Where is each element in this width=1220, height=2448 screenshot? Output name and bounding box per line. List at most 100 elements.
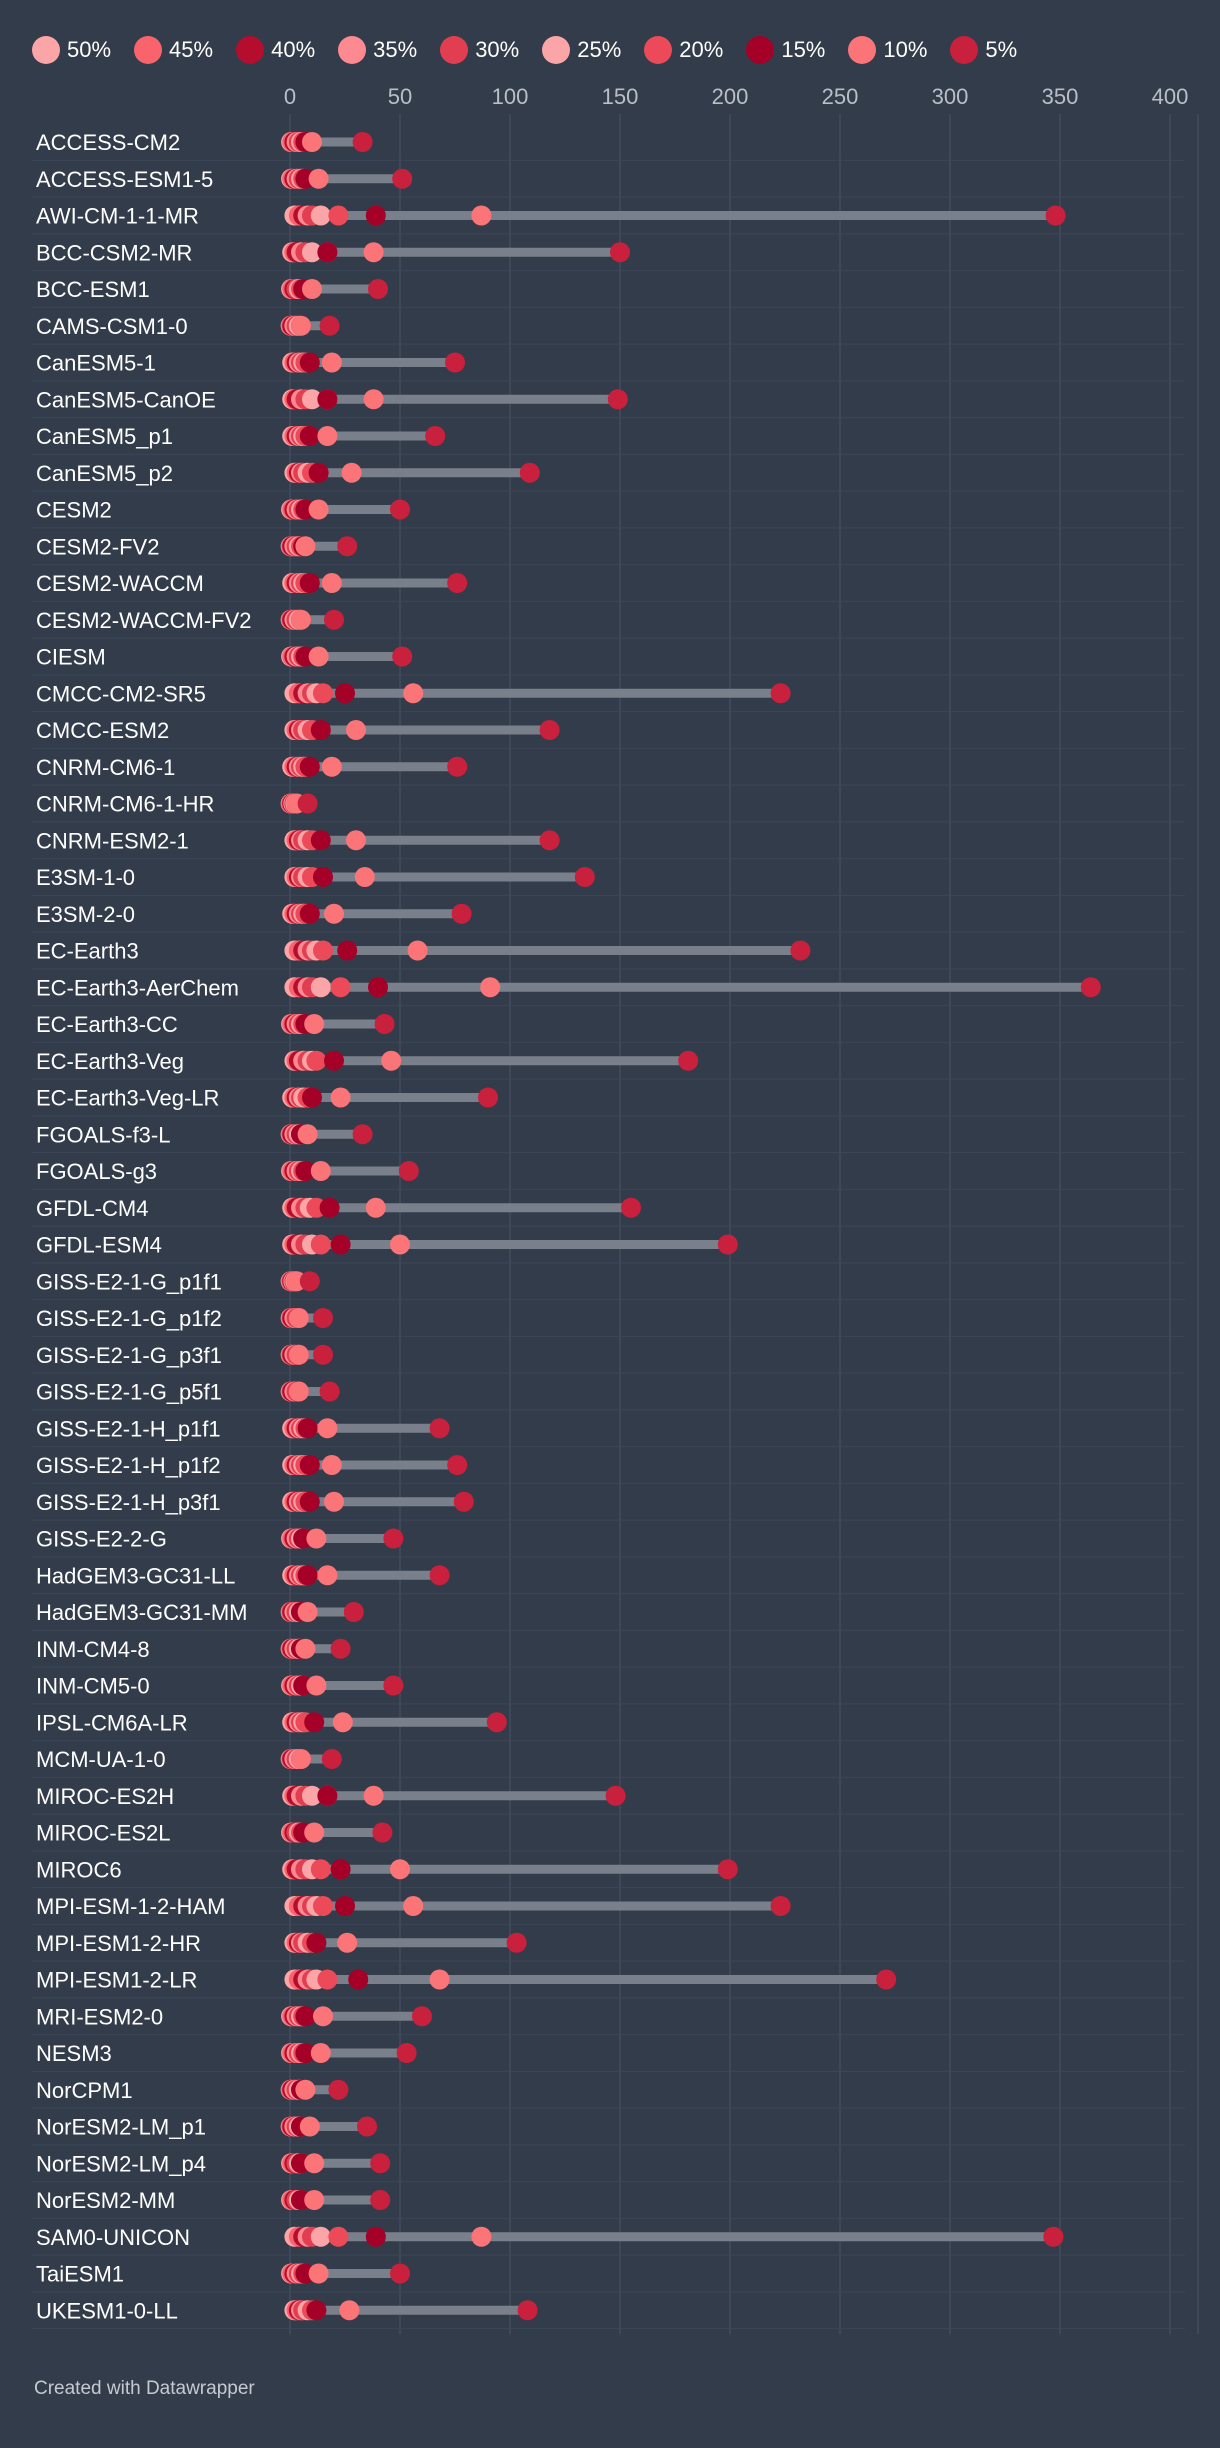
data-point bbox=[302, 1087, 322, 1108]
data-point bbox=[295, 1638, 316, 1659]
legend-label: 15% bbox=[781, 37, 826, 62]
data-point bbox=[297, 793, 318, 814]
legend-label: 30% bbox=[475, 37, 520, 62]
legend-swatch bbox=[32, 36, 60, 64]
row-label: GFDL-ESM4 bbox=[36, 1233, 162, 1258]
legend-swatch bbox=[644, 36, 673, 64]
row-label: NorESM2-LM_p1 bbox=[36, 2115, 206, 2140]
data-point bbox=[313, 940, 333, 961]
data-point bbox=[770, 1896, 791, 1916]
legend-label: 50% bbox=[67, 37, 112, 62]
data-point bbox=[310, 1859, 331, 1880]
data-point bbox=[368, 977, 388, 998]
data-point bbox=[324, 903, 344, 924]
data-point bbox=[429, 1969, 450, 1990]
data-point bbox=[319, 1381, 340, 1402]
row-label: GFDL-CM4 bbox=[36, 1196, 148, 1221]
data-point bbox=[288, 1308, 309, 1328]
row-label: HadGEM3-GC31-LL bbox=[36, 1563, 235, 1588]
data-point bbox=[1080, 977, 1101, 998]
row-label: CNRM-CM6-1-HR bbox=[36, 792, 214, 817]
data-point bbox=[302, 1785, 322, 1806]
row-label: UKESM1-0-LL bbox=[36, 2298, 178, 2323]
row-label: MIROC-ES2L bbox=[36, 1821, 170, 1846]
data-point bbox=[308, 2263, 329, 2284]
row-label: CAMS-CSM1-0 bbox=[36, 314, 188, 339]
data-point bbox=[363, 242, 384, 263]
data-point bbox=[383, 1528, 404, 1549]
legend-label: 45% bbox=[169, 37, 214, 62]
row-label: MPI-ESM-1-2-HAM bbox=[36, 1894, 225, 1919]
row-label: EC-Earth3-AerChem bbox=[36, 975, 239, 1000]
data-point bbox=[297, 1418, 318, 1439]
data-point bbox=[299, 352, 320, 373]
data-point bbox=[368, 279, 388, 299]
legend-label: 5% bbox=[985, 37, 1018, 62]
data-point bbox=[480, 977, 501, 998]
data-point bbox=[363, 1785, 384, 1806]
data-point bbox=[295, 2043, 316, 2063]
row-label: BCC-ESM1 bbox=[36, 277, 150, 302]
data-point bbox=[374, 1014, 395, 1034]
data-point bbox=[330, 1234, 351, 1255]
data-point bbox=[539, 830, 560, 851]
x-tick-label: 0 bbox=[284, 84, 296, 109]
data-point bbox=[447, 1455, 468, 1475]
data-point bbox=[306, 1932, 327, 1953]
data-point bbox=[365, 205, 386, 226]
row-label: CMCC-ESM2 bbox=[36, 718, 169, 743]
data-point bbox=[339, 2300, 360, 2321]
legend-item: 50% bbox=[32, 36, 111, 64]
data-point bbox=[317, 1418, 338, 1439]
row-label: CESM2-WACCM-FV2 bbox=[36, 608, 252, 633]
data-point bbox=[310, 205, 331, 226]
legend-swatch bbox=[134, 36, 163, 64]
row-label: EC-Earth3-Veg-LR bbox=[36, 1086, 219, 1111]
data-point bbox=[403, 683, 424, 704]
data-point bbox=[321, 573, 342, 593]
data-point bbox=[299, 573, 320, 593]
data-point bbox=[390, 2263, 410, 2284]
data-point bbox=[306, 1675, 327, 1696]
data-point bbox=[308, 168, 329, 189]
data-point bbox=[299, 1491, 320, 1512]
data-point bbox=[308, 462, 329, 483]
data-point bbox=[310, 830, 331, 851]
row-label: CanESM5-1 bbox=[36, 351, 156, 376]
row-label: E3SM-1-0 bbox=[36, 865, 135, 890]
data-point bbox=[313, 1896, 333, 1916]
row-label: CanESM5-CanOE bbox=[36, 387, 216, 412]
credit-note: Created with Datawrapper bbox=[34, 2378, 255, 2399]
data-point bbox=[517, 2300, 538, 2321]
data-point bbox=[330, 1087, 351, 1108]
data-point bbox=[390, 1234, 410, 1255]
data-point bbox=[317, 242, 338, 263]
legend-item: 30% bbox=[440, 36, 519, 64]
row-label: EC-Earth3-CC bbox=[36, 1012, 178, 1037]
data-point bbox=[302, 389, 322, 410]
data-point bbox=[297, 1602, 318, 1622]
data-point bbox=[308, 499, 329, 520]
data-point bbox=[343, 1602, 364, 1622]
legend-swatch bbox=[542, 36, 571, 64]
data-point bbox=[471, 2226, 492, 2247]
legend-swatch bbox=[746, 36, 775, 64]
data-point bbox=[330, 1859, 351, 1880]
data-point bbox=[310, 2226, 331, 2247]
data-point bbox=[717, 1234, 738, 1255]
data-point bbox=[317, 1785, 338, 1806]
data-point bbox=[299, 756, 320, 777]
legend-item: 20% bbox=[644, 36, 723, 64]
data-point bbox=[304, 1712, 325, 1733]
data-point bbox=[396, 2043, 417, 2063]
legend: 50% 45% 40% 35% 30% 25% 20% 15% 10% 5% bbox=[32, 34, 1192, 66]
row-label: GISS-E2-1-H_p1f2 bbox=[36, 1453, 221, 1478]
data-point bbox=[574, 867, 595, 887]
legend-swatch bbox=[338, 36, 367, 64]
data-point bbox=[425, 426, 446, 446]
legend-item: 25% bbox=[542, 36, 621, 64]
data-point bbox=[299, 1271, 320, 1292]
data-point bbox=[295, 2006, 316, 2027]
data-point bbox=[304, 1014, 325, 1034]
data-point bbox=[310, 1234, 331, 1255]
